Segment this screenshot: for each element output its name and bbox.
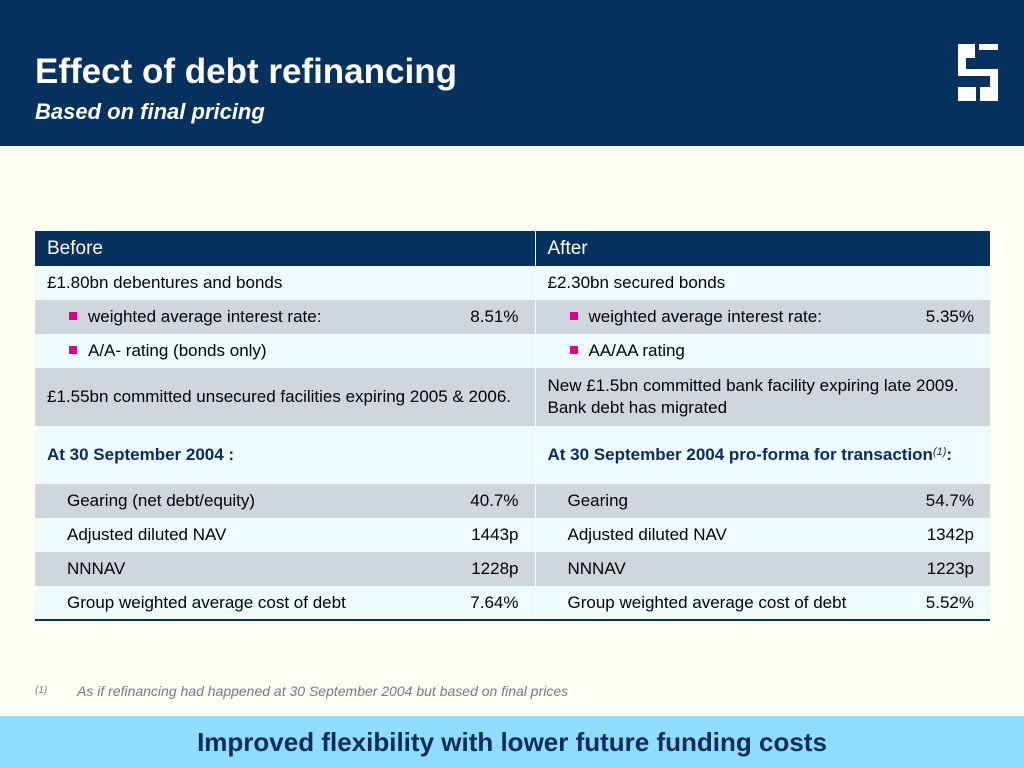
row-label: Gearing (net debt/equity) bbox=[67, 491, 256, 510]
row-value: 5.52% bbox=[925, 592, 974, 612]
after-cell: Gearing 54.7% bbox=[534, 484, 990, 518]
before-cell: Gearing (net debt/equity) 40.7% bbox=[35, 484, 535, 518]
header-bar: Effect of debt refinancing Based on fina… bbox=[0, 0, 1024, 146]
bullet-icon bbox=[569, 345, 578, 354]
table-row: £1.80bn debentures and bonds £2.30bn sec… bbox=[35, 266, 990, 300]
row-label: Adjusted diluted NAV bbox=[67, 525, 227, 544]
column-header-after: After bbox=[534, 231, 990, 266]
row-value: 1342p bbox=[926, 525, 974, 544]
table-row: NNNAV 1228p NNNAV 1223p bbox=[35, 552, 990, 586]
row-label: A/A- rating (bonds only) bbox=[88, 341, 267, 360]
footnote-reference: (1) bbox=[932, 446, 947, 458]
before-cell: weighted average interest rate: 8.51% bbox=[35, 300, 535, 334]
table-row: £1.55bn committed unsecured facilities e… bbox=[35, 368, 990, 426]
footnote-marker: (1) bbox=[35, 685, 48, 696]
row-value: 5.35% bbox=[925, 307, 974, 326]
page-title: Effect of debt refinancing bbox=[35, 52, 457, 91]
before-cell: At 30 September 2004 : bbox=[35, 426, 535, 484]
before-cell: Group weighted average cost of debt 7.64… bbox=[35, 586, 535, 620]
before-cell: £1.80bn debentures and bonds bbox=[35, 266, 535, 300]
footnote: (1) As if refinancing had happened at 30 … bbox=[35, 683, 568, 699]
table-row: weighted average interest rate: 8.51% we… bbox=[35, 300, 990, 334]
row-value: 7.64% bbox=[470, 592, 519, 612]
after-cell: Adjusted diluted NAV 1342p bbox=[534, 518, 990, 552]
bullet-icon bbox=[569, 311, 578, 320]
before-cell: Adjusted diluted NAV 1443p bbox=[35, 518, 535, 552]
row-value: 40.7% bbox=[470, 491, 519, 510]
page-subtitle: Based on final pricing bbox=[35, 99, 265, 124]
bullet-icon bbox=[69, 311, 77, 320]
row-label: weighted average interest rate: bbox=[588, 307, 822, 326]
row-label: NNNAV bbox=[67, 559, 126, 578]
table-row: Gearing (net debt/equity) 40.7% Gearing … bbox=[35, 484, 990, 518]
table-row: A/A- rating (bonds only) AA/AA rating bbox=[35, 334, 990, 368]
debt-comparison-table: Before After £1.80bn debentures and bond… bbox=[35, 231, 990, 621]
row-label: AA/AA rating bbox=[588, 341, 685, 360]
column-header-before: Before bbox=[35, 231, 535, 266]
row-label: Group weighted average cost of debt bbox=[67, 592, 346, 612]
banner-text: Improved flexibility with lower future f… bbox=[197, 726, 827, 757]
conclusion-banner: Improved flexibility with lower future f… bbox=[0, 716, 1024, 768]
footnote-text: As if refinancing had happened at 30 Sep… bbox=[77, 683, 569, 699]
row-label: Adjusted diluted NAV bbox=[567, 525, 727, 544]
row-label-suffix: : bbox=[946, 445, 953, 464]
after-cell: Group weighted average cost of debt 5.52… bbox=[534, 586, 990, 620]
table-row: Group weighted average cost of debt 7.64… bbox=[35, 586, 990, 620]
after-cell: £2.30bn secured bonds bbox=[534, 266, 990, 300]
before-cell: A/A- rating (bonds only) bbox=[35, 334, 535, 368]
after-cell: NNNAV 1223p bbox=[534, 552, 990, 586]
after-cell: weighted average interest rate: 5.35% bbox=[534, 300, 990, 334]
before-cell: £1.55bn committed unsecured facilities e… bbox=[35, 368, 535, 426]
after-cell: AA/AA rating bbox=[534, 334, 990, 368]
after-cell: At 30 September 2004 pro-forma for trans… bbox=[534, 426, 990, 484]
before-cell: NNNAV 1228p bbox=[35, 552, 535, 586]
table-row: Adjusted diluted NAV 1443p Adjusted dilu… bbox=[35, 518, 990, 552]
row-label: NNNAV bbox=[567, 559, 626, 578]
after-cell: New £1.5bn committed bank facility expir… bbox=[534, 368, 990, 426]
row-value: 54.7% bbox=[925, 491, 974, 510]
company-logo-icon bbox=[958, 44, 998, 101]
row-label: Gearing bbox=[567, 491, 628, 510]
row-value: 8.51% bbox=[470, 307, 519, 326]
row-label: Group weighted average cost of debt bbox=[567, 592, 847, 612]
row-value: 1443p bbox=[471, 525, 519, 544]
bullet-icon bbox=[69, 345, 77, 354]
row-label: weighted average interest rate: bbox=[88, 307, 322, 326]
table-row: At 30 September 2004 : At 30 September 2… bbox=[35, 426, 990, 484]
row-value: 1223p bbox=[926, 559, 974, 578]
row-label: At 30 September 2004 pro-forma for trans… bbox=[547, 445, 933, 464]
row-value: 1228p bbox=[471, 559, 519, 578]
